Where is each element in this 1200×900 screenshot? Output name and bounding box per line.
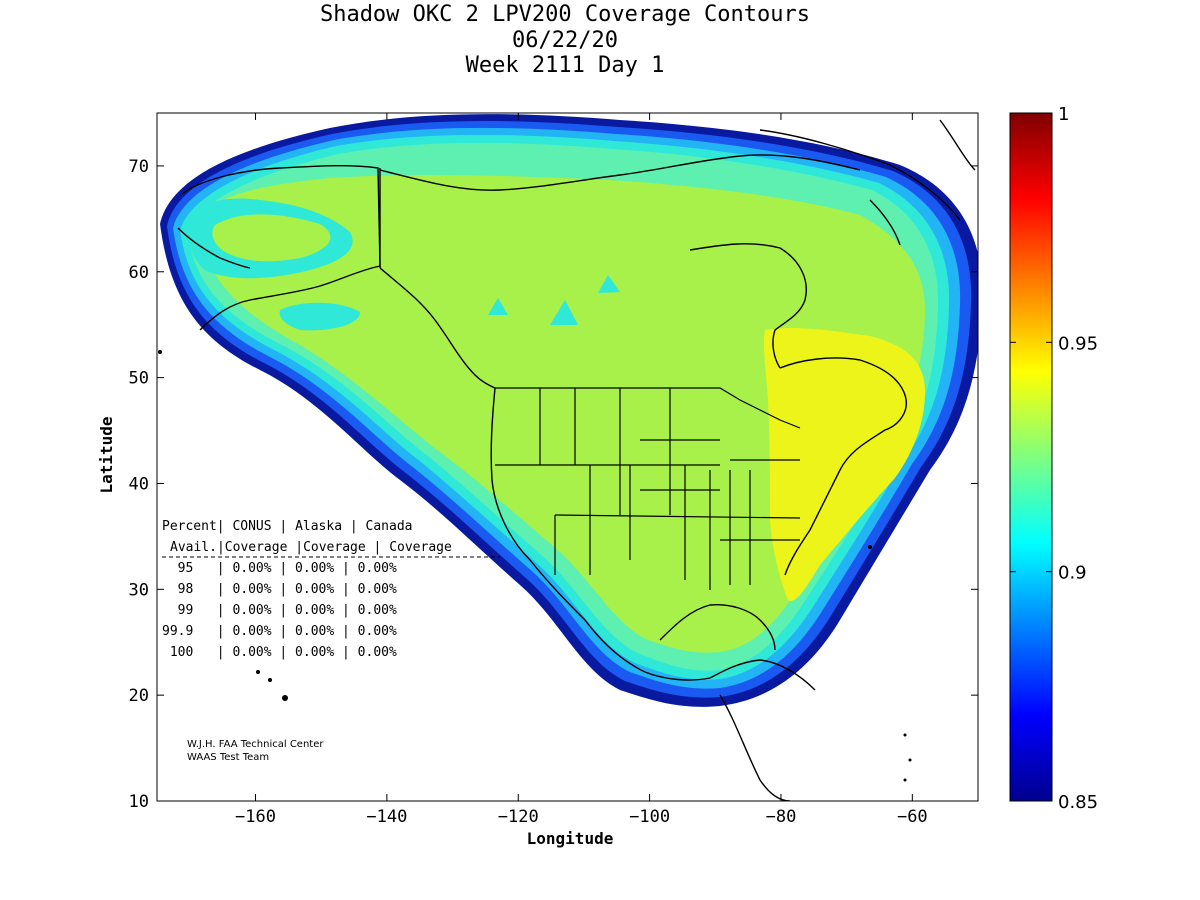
contour-band-lime bbox=[205, 174, 925, 653]
contour-east-yellow bbox=[763, 327, 925, 601]
islands bbox=[158, 350, 912, 782]
y-tick-label: 20 bbox=[129, 686, 149, 706]
chart-title: Shadow OKC 2 LPV200 Coverage Contours bbox=[319, 2, 811, 27]
colorbar-tick-label: 1 bbox=[1058, 104, 1069, 125]
table-header-conus: CONUS bbox=[232, 519, 271, 534]
political-borders bbox=[495, 387, 801, 590]
table-header-alaska: Alaska bbox=[295, 519, 342, 534]
coverage-contours bbox=[160, 114, 978, 707]
colorbar-tick-label: 0.85 bbox=[1058, 792, 1098, 813]
x-tick-label: −100 bbox=[629, 807, 670, 827]
y-tick-label: 40 bbox=[129, 474, 149, 494]
plot-frame bbox=[156, 112, 979, 802]
coverage-table: Percent| CONUS | Alaska | Canada Avail.|… bbox=[162, 519, 500, 660]
colorbar-ticks: 0.85 0.9 0.95 1 bbox=[1010, 104, 1098, 813]
table-header-coverage-1: Coverage bbox=[225, 540, 288, 555]
x-tick-label: −140 bbox=[366, 807, 407, 827]
table-header-coverage-3: Coverage bbox=[389, 540, 452, 555]
cyan-patch bbox=[279, 302, 360, 331]
table-header-coverage-2: Coverage bbox=[303, 540, 366, 555]
chart-date: 06/22/20 bbox=[512, 28, 618, 53]
colorbar-tick-label: 0.9 bbox=[1058, 563, 1087, 584]
y-axis-label: Latitude bbox=[97, 416, 116, 493]
colorbar-tick-label: 0.95 bbox=[1058, 333, 1098, 354]
table-header-percent: Percent bbox=[162, 519, 217, 534]
y-tick-label: 70 bbox=[129, 157, 149, 177]
table-row: 95 | 0.00% | 0.00% | 0.00% bbox=[162, 561, 397, 576]
table-header-canada: Canada bbox=[366, 519, 413, 534]
chart-week: Week 2111 Day 1 bbox=[465, 53, 665, 78]
y-tick-label: 10 bbox=[129, 792, 149, 812]
table-header-avail: Avail. bbox=[170, 540, 217, 555]
table-row: 100 | 0.00% | 0.00% | 0.00% bbox=[162, 645, 397, 660]
x-tick-label: −160 bbox=[235, 807, 276, 827]
cyan-patch bbox=[488, 298, 508, 315]
y-tick-label: 30 bbox=[129, 580, 149, 600]
table-row: 98 | 0.00% | 0.00% | 0.00% bbox=[162, 582, 397, 597]
table-row: 99.9 | 0.00% | 0.00% | 0.00% bbox=[162, 624, 397, 639]
colorbar bbox=[1009, 112, 1053, 802]
x-tick-label: −120 bbox=[498, 807, 539, 827]
x-tick-label: −60 bbox=[897, 807, 928, 827]
x-axis-label: Longitude bbox=[527, 829, 614, 848]
table-row: 99 | 0.00% | 0.00% | 0.00% bbox=[162, 603, 397, 618]
credit-line-2: WAAS Test Team bbox=[187, 752, 269, 763]
cyan-patch bbox=[550, 300, 578, 325]
credit-line-1: W.J.H. FAA Technical Center bbox=[187, 739, 324, 750]
x-axis: −160 −140 −120 −100 −80 −60 bbox=[235, 113, 928, 827]
x-tick-label: −80 bbox=[766, 807, 797, 827]
coastlines bbox=[177, 119, 976, 801]
cyan-patch bbox=[598, 275, 620, 293]
y-axis: 10 20 30 40 50 60 70 bbox=[129, 157, 978, 812]
table-header-row-2: Avail.|Coverage |Coverage | Coverage bbox=[170, 540, 452, 555]
y-tick-label: 60 bbox=[129, 263, 149, 283]
y-tick-label: 50 bbox=[129, 369, 149, 389]
contour-alaska-lime bbox=[212, 214, 331, 262]
table-header-row-1: Percent| CONUS | Alaska | Canada bbox=[162, 519, 413, 534]
